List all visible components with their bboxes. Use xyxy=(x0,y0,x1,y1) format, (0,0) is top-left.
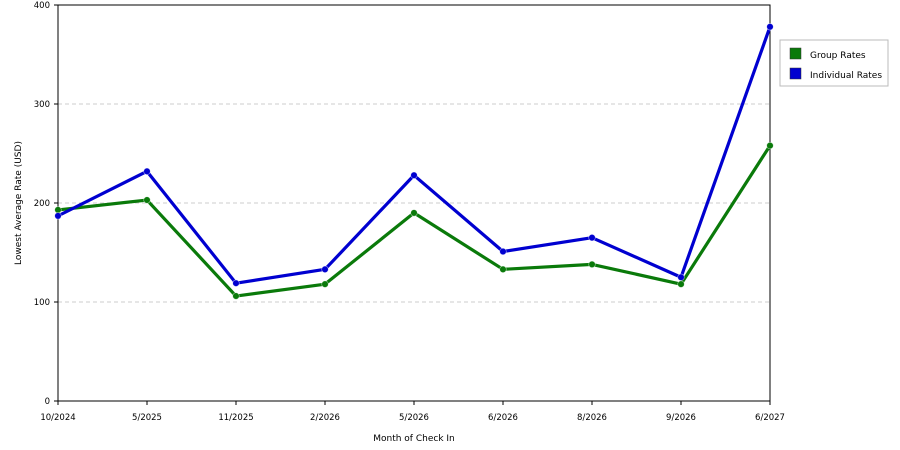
data-point-group-rates xyxy=(766,141,774,150)
data-point-individual-rates xyxy=(588,234,596,242)
data-point-group-rates xyxy=(54,206,62,214)
y-tick-label: 300 xyxy=(34,100,50,110)
y-axis: 0 100 200 300 400 xyxy=(34,1,58,407)
data-point-group-rates xyxy=(410,209,418,217)
y-tick-label: 0 xyxy=(45,397,50,407)
data-point-individual-rates xyxy=(677,273,685,281)
x-tick-label: 6/2027 xyxy=(755,413,785,423)
x-tick-label: 11/2025 xyxy=(218,413,253,423)
y-axis-title: Lowest Average Rate (USD) xyxy=(14,141,24,265)
legend-label-group-rates: Group Rates xyxy=(810,51,866,61)
y-tick-label: 400 xyxy=(34,1,50,11)
x-tick-label: 5/2026 xyxy=(399,413,429,423)
legend-label-individual-rates: Individual Rates xyxy=(810,71,882,81)
x-tick-label: 8/2026 xyxy=(577,413,607,423)
data-point-individual-rates xyxy=(143,167,151,175)
data-point-group-rates xyxy=(677,280,685,288)
data-point-group-rates xyxy=(321,280,329,288)
x-tick-label: 6/2026 xyxy=(488,413,518,423)
data-point-group-rates xyxy=(588,260,596,268)
y-tick-label: 200 xyxy=(34,199,50,209)
x-tick-label: 5/2025 xyxy=(132,413,162,423)
data-point-individual-rates xyxy=(321,265,329,273)
data-point-group-rates xyxy=(499,265,507,273)
data-point-group-rates xyxy=(232,292,240,300)
data-point-individual-rates xyxy=(232,279,240,287)
x-tick-label: 10/2024 xyxy=(40,413,75,423)
data-point-group-rates xyxy=(143,196,151,204)
y-tick-label: 100 xyxy=(34,298,50,308)
data-point-individual-rates xyxy=(54,212,62,220)
legend-swatch-individual-rates xyxy=(789,67,802,80)
data-point-individual-rates xyxy=(499,247,507,256)
legend-swatch-group-rates xyxy=(789,47,802,60)
x-tick-label: 2/2026 xyxy=(310,413,340,423)
data-point-individual-rates xyxy=(766,23,774,31)
data-point-individual-rates xyxy=(410,171,418,179)
x-tick-label: 9/2026 xyxy=(666,413,696,423)
x-axis: 10/2024 5/2025 11/2025 2/2026 5/2026 6/2026 8/… xyxy=(40,401,785,423)
legend: Group Rates Individual Rates xyxy=(779,39,889,87)
x-axis-title: Month of Check In xyxy=(373,434,455,444)
series-group xyxy=(54,23,774,300)
